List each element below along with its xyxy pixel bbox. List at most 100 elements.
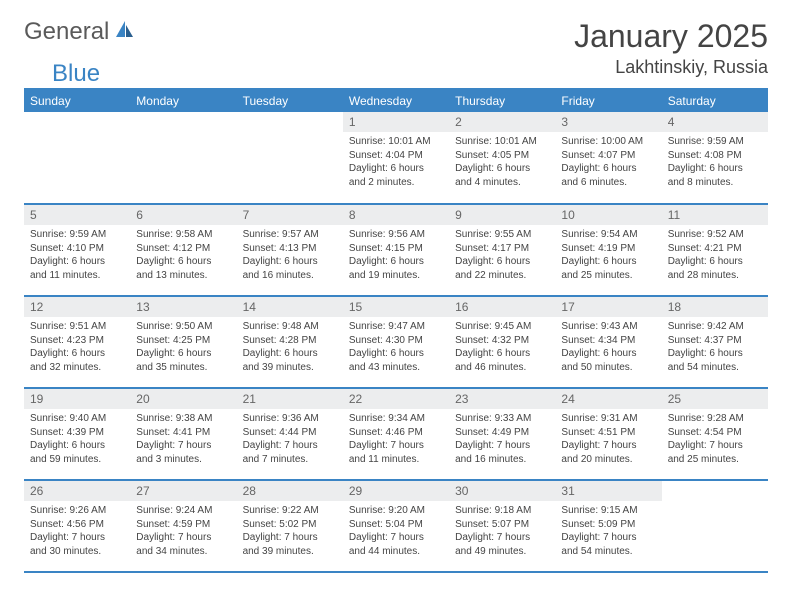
daylight1-line: Daylight: 6 hours <box>561 255 655 269</box>
calendar-week-row: 1Sunrise: 10:01 AMSunset: 4:04 PMDayligh… <box>24 112 768 204</box>
day-number: 11 <box>662 205 768 225</box>
calendar-day-cell: 30Sunrise: 9:18 AMSunset: 5:07 PMDayligh… <box>449 480 555 572</box>
day-body: Sunrise: 9:59 AMSunset: 4:10 PMDaylight:… <box>24 225 130 288</box>
calendar-day-cell: 13Sunrise: 9:50 AMSunset: 4:25 PMDayligh… <box>130 296 236 388</box>
day-number: 21 <box>237 389 343 409</box>
title-block: January 2025 Lakhtinskiy, Russia <box>574 18 768 78</box>
daylight1-line: Daylight: 7 hours <box>455 439 549 453</box>
calendar-day-cell: 23Sunrise: 9:33 AMSunset: 4:49 PMDayligh… <box>449 388 555 480</box>
day-number: 25 <box>662 389 768 409</box>
day-body: Sunrise: 10:01 AMSunset: 4:05 PMDaylight… <box>449 132 555 195</box>
brand-logo: General <box>24 18 137 46</box>
day-body: Sunrise: 10:00 AMSunset: 4:07 PMDaylight… <box>555 132 661 195</box>
calendar-day-cell <box>130 112 236 204</box>
day-body: Sunrise: 9:45 AMSunset: 4:32 PMDaylight:… <box>449 317 555 380</box>
daylight2-line: and 54 minutes. <box>668 361 762 375</box>
day-number: 17 <box>555 297 661 317</box>
day-body: Sunrise: 9:50 AMSunset: 4:25 PMDaylight:… <box>130 317 236 380</box>
sunset-line: Sunset: 4:54 PM <box>668 426 762 440</box>
sunrise-line: Sunrise: 9:56 AM <box>349 228 443 242</box>
sunrise-line: Sunrise: 9:58 AM <box>136 228 230 242</box>
calendar-day-cell: 3Sunrise: 10:00 AMSunset: 4:07 PMDayligh… <box>555 112 661 204</box>
day-body: Sunrise: 9:34 AMSunset: 4:46 PMDaylight:… <box>343 409 449 472</box>
day-number: 15 <box>343 297 449 317</box>
sunrise-line: Sunrise: 9:47 AM <box>349 320 443 334</box>
calendar-day-cell: 27Sunrise: 9:24 AMSunset: 4:59 PMDayligh… <box>130 480 236 572</box>
daylight1-line: Daylight: 6 hours <box>455 255 549 269</box>
daylight2-line: and 4 minutes. <box>455 176 549 190</box>
daylight1-line: Daylight: 6 hours <box>455 162 549 176</box>
day-number: 12 <box>24 297 130 317</box>
dayname-header: Sunday <box>24 89 130 112</box>
sunset-line: Sunset: 4:23 PM <box>30 334 124 348</box>
sunset-line: Sunset: 4:51 PM <box>561 426 655 440</box>
sunset-line: Sunset: 4:46 PM <box>349 426 443 440</box>
calendar-day-cell: 29Sunrise: 9:20 AMSunset: 5:04 PMDayligh… <box>343 480 449 572</box>
daylight1-line: Daylight: 7 hours <box>136 531 230 545</box>
calendar-week-row: 12Sunrise: 9:51 AMSunset: 4:23 PMDayligh… <box>24 296 768 388</box>
calendar-day-cell: 1Sunrise: 10:01 AMSunset: 4:04 PMDayligh… <box>343 112 449 204</box>
daylight2-line: and 34 minutes. <box>136 545 230 559</box>
daylight1-line: Daylight: 6 hours <box>136 347 230 361</box>
daylight1-line: Daylight: 7 hours <box>455 531 549 545</box>
day-body: Sunrise: 9:22 AMSunset: 5:02 PMDaylight:… <box>237 501 343 564</box>
day-number: 28 <box>237 481 343 501</box>
calendar-day-cell: 8Sunrise: 9:56 AMSunset: 4:15 PMDaylight… <box>343 204 449 296</box>
daylight1-line: Daylight: 6 hours <box>243 255 337 269</box>
calendar-day-cell: 5Sunrise: 9:59 AMSunset: 4:10 PMDaylight… <box>24 204 130 296</box>
sunset-line: Sunset: 5:07 PM <box>455 518 549 532</box>
day-number: 30 <box>449 481 555 501</box>
sunrise-line: Sunrise: 9:59 AM <box>668 135 762 149</box>
calendar-day-cell <box>237 112 343 204</box>
day-body: Sunrise: 9:47 AMSunset: 4:30 PMDaylight:… <box>343 317 449 380</box>
day-number: 27 <box>130 481 236 501</box>
calendar-day-cell <box>662 480 768 572</box>
calendar-week-row: 26Sunrise: 9:26 AMSunset: 4:56 PMDayligh… <box>24 480 768 572</box>
day-number: 9 <box>449 205 555 225</box>
sunrise-line: Sunrise: 9:52 AM <box>668 228 762 242</box>
sunrise-line: Sunrise: 9:42 AM <box>668 320 762 334</box>
calendar-day-cell: 16Sunrise: 9:45 AMSunset: 4:32 PMDayligh… <box>449 296 555 388</box>
calendar-day-cell: 31Sunrise: 9:15 AMSunset: 5:09 PMDayligh… <box>555 480 661 572</box>
daylight1-line: Daylight: 6 hours <box>668 255 762 269</box>
daylight1-line: Daylight: 6 hours <box>455 347 549 361</box>
daylight1-line: Daylight: 6 hours <box>668 162 762 176</box>
daylight2-line: and 28 minutes. <box>668 269 762 283</box>
daylight2-line: and 3 minutes. <box>136 453 230 467</box>
day-number: 26 <box>24 481 130 501</box>
sail-icon <box>113 19 135 46</box>
daylight2-line: and 20 minutes. <box>561 453 655 467</box>
daylight1-line: Daylight: 7 hours <box>349 439 443 453</box>
calendar-day-cell: 24Sunrise: 9:31 AMSunset: 4:51 PMDayligh… <box>555 388 661 480</box>
daylight2-line: and 2 minutes. <box>349 176 443 190</box>
day-number: 16 <box>449 297 555 317</box>
daylight2-line: and 25 minutes. <box>668 453 762 467</box>
page-header: General January 2025 Lakhtinskiy, Russia <box>24 18 768 78</box>
calendar-day-cell: 15Sunrise: 9:47 AMSunset: 4:30 PMDayligh… <box>343 296 449 388</box>
sunset-line: Sunset: 4:17 PM <box>455 242 549 256</box>
daylight2-line: and 25 minutes. <box>561 269 655 283</box>
daylight2-line: and 6 minutes. <box>561 176 655 190</box>
daylight1-line: Daylight: 7 hours <box>136 439 230 453</box>
sunset-line: Sunset: 5:04 PM <box>349 518 443 532</box>
sunrise-line: Sunrise: 9:33 AM <box>455 412 549 426</box>
day-body: Sunrise: 9:51 AMSunset: 4:23 PMDaylight:… <box>24 317 130 380</box>
sunset-line: Sunset: 4:41 PM <box>136 426 230 440</box>
calendar-week-row: 19Sunrise: 9:40 AMSunset: 4:39 PMDayligh… <box>24 388 768 480</box>
sunrise-line: Sunrise: 9:38 AM <box>136 412 230 426</box>
daylight2-line: and 32 minutes. <box>30 361 124 375</box>
sunset-line: Sunset: 4:28 PM <box>243 334 337 348</box>
daylight2-line: and 13 minutes. <box>136 269 230 283</box>
daylight1-line: Daylight: 6 hours <box>30 439 124 453</box>
sunrise-line: Sunrise: 9:43 AM <box>561 320 655 334</box>
day-body: Sunrise: 9:58 AMSunset: 4:12 PMDaylight:… <box>130 225 236 288</box>
daylight1-line: Daylight: 6 hours <box>349 347 443 361</box>
sunrise-line: Sunrise: 9:45 AM <box>455 320 549 334</box>
daylight2-line: and 50 minutes. <box>561 361 655 375</box>
sunset-line: Sunset: 4:37 PM <box>668 334 762 348</box>
daylight2-line: and 7 minutes. <box>243 453 337 467</box>
sunset-line: Sunset: 4:34 PM <box>561 334 655 348</box>
daylight1-line: Daylight: 6 hours <box>349 255 443 269</box>
daylight2-line: and 39 minutes. <box>243 545 337 559</box>
sunset-line: Sunset: 4:30 PM <box>349 334 443 348</box>
